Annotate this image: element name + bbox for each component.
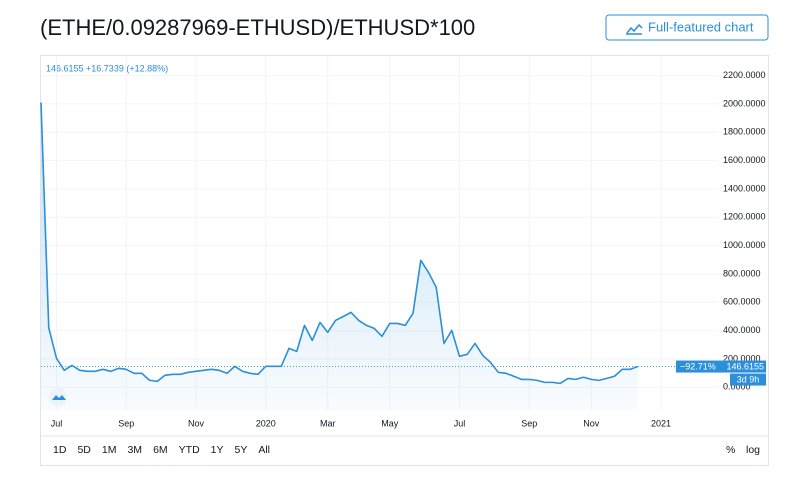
button-frame [605, 14, 769, 41]
countdown: 3d 9h [737, 374, 760, 384]
button-label: Full-featured chart [648, 19, 754, 34]
x-tick-label: Sep [118, 418, 134, 428]
x-tick-label: 2021 [651, 418, 671, 428]
scale-button[interactable]: % [726, 444, 735, 456]
price-value: 146.6155 [726, 361, 764, 371]
range-button[interactable]: 1D [53, 444, 67, 456]
y-tick-label: 1600.0000 [723, 155, 766, 165]
y-tick-label: 1200.0000 [723, 212, 766, 222]
y-tick-label: 600.0000 [723, 297, 761, 307]
chart-title: (ETHE/0.09287969-ETHUSD)/ETHUSD*100 [40, 15, 475, 40]
header-legend: 146.6155 +16.7339 (+12.88%) [46, 63, 168, 73]
y-tick-label: 200.0000 [723, 353, 761, 363]
range-button[interactable]: All [258, 444, 270, 456]
full-chart-button[interactable]: Full-featured chart [605, 14, 769, 41]
range-button[interactable]: 3M [127, 444, 142, 456]
y-tick-label: 2200.0000 [723, 70, 766, 80]
range-button[interactable]: 5D [77, 444, 91, 456]
x-tick-label: Mar [320, 418, 336, 428]
x-tick-label: Nov [188, 418, 205, 428]
y-tick-label: 1400.0000 [723, 183, 766, 193]
y-tick-label: 1000.0000 [723, 240, 766, 250]
x-tick-label: Sep [521, 418, 537, 428]
range-button[interactable]: 5Y [235, 444, 248, 456]
range-button[interactable]: YTD [179, 444, 200, 456]
y-tick-label: 800.0000 [723, 268, 761, 278]
range-button[interactable]: 1Y [211, 444, 224, 456]
x-tick-label: Nov [583, 418, 600, 428]
plot: 0.0000 200.0000 400.0000 600.0000 800.0000 10… [40, 56, 766, 428]
countdown-badge [730, 373, 766, 386]
y-tick-label: 2000.0000 [723, 98, 766, 108]
x-tick-label: Jul [51, 418, 63, 428]
logo-mark [52, 395, 66, 400]
button-icon [626, 23, 643, 35]
logo [49, 388, 67, 406]
y-tick-label: 400.0000 [723, 325, 761, 335]
line [40, 102, 639, 385]
scale-button[interactable]: log [746, 444, 760, 456]
range-button[interactable]: 1M [102, 444, 117, 456]
x-tick-label: Jul [454, 418, 466, 428]
x-tick-label: 2020 [256, 418, 276, 428]
y-tick-label: 0.0000 [723, 382, 751, 392]
price-badge [676, 360, 766, 373]
range-button[interactable]: 6M [153, 444, 168, 456]
x-tick-label: May [381, 418, 399, 428]
price-change: −92.71% [680, 361, 716, 371]
y-tick-label: 1800.0000 [723, 127, 766, 137]
